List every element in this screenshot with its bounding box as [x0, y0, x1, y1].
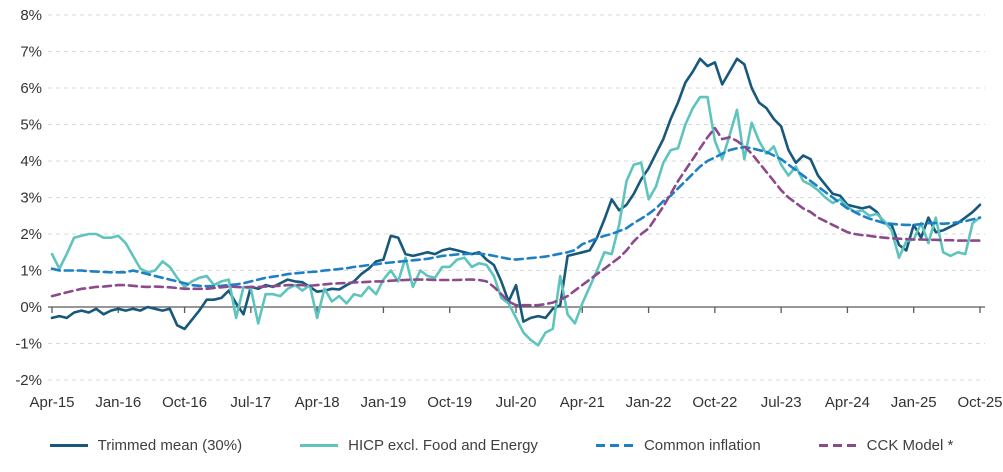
x-axis-tick-label: Jul-17 [230, 394, 271, 411]
x-axis-tick-label: Apr-24 [825, 394, 870, 411]
dashed-line-swatch-icon [818, 444, 857, 447]
series-line-cck-model- [50, 126, 982, 307]
x-axis-tick-label: Jan-25 [891, 394, 937, 411]
y-axis-tick-label: 0% [20, 299, 42, 316]
x-axis-tick-label: Jul-20 [496, 394, 537, 411]
y-axis-tick-label: 5% [20, 117, 42, 134]
legend-item-trimmed-mean: Trimmed mean (30%) [49, 437, 243, 454]
legend-item-cck-model: CCK Model * [818, 437, 954, 454]
y-axis-tick-label: 2% [20, 226, 42, 243]
x-axis-tick-label: Jan-16 [95, 394, 141, 411]
x-axis-tick-label: Oct-25 [957, 394, 1002, 411]
legend-label: Trimmed mean (30%) [97, 437, 243, 454]
y-axis-tick-label: 7% [20, 44, 42, 61]
legend-label: CCK Model * [866, 437, 954, 454]
x-axis-tick-label: Apr-21 [560, 394, 605, 411]
y-axis-tick-label: -1% [15, 336, 42, 353]
x-axis-tick-label: Jul-23 [761, 394, 802, 411]
legend-label: Common inflation [643, 437, 761, 454]
legend-item-hicp-core: HICP excl. Food and Energy [300, 437, 538, 454]
chart-legend: Trimmed mean (30%) HICP excl. Food and E… [0, 437, 1003, 454]
y-axis-tick-label: -2% [15, 372, 42, 389]
series-line-trimmed-mean-30- [50, 57, 982, 331]
y-axis-tick-label: 6% [20, 80, 42, 97]
solid-line-swatch-icon [49, 444, 88, 447]
chart-plot-area: 8% 7% 6% 5% 4% 3% 2% 1% 0% -1% -2% Apr-15 Jan-16 Oct-… [15, 7, 1002, 411]
legend-item-common-inflation: Common inflation [595, 437, 761, 454]
series-line-hicp-excl-food-and-energy [50, 95, 982, 347]
x-axis-tick-label: Apr-18 [295, 394, 340, 411]
y-axis-tick-label: 1% [20, 263, 42, 280]
y-axis-tick-label: 8% [20, 7, 42, 24]
solid-line-swatch-icon [300, 444, 339, 447]
y-axis-tick-label: 3% [20, 190, 42, 207]
x-axis-tick-label: Jan-19 [360, 394, 406, 411]
series-line-common-inflation [50, 145, 982, 288]
x-axis-tick-label: Oct-19 [427, 394, 472, 411]
x-axis-tick-label: Apr-15 [29, 394, 74, 411]
x-axis-tick-label: Oct-22 [692, 394, 737, 411]
legend-label: HICP excl. Food and Energy [348, 437, 538, 454]
dashed-line-swatch-icon [595, 444, 634, 447]
x-axis-tick-label: Jan-22 [626, 394, 672, 411]
x-axis-tick-label: Oct-16 [162, 394, 207, 411]
y-axis-tick-label: 4% [20, 153, 42, 170]
